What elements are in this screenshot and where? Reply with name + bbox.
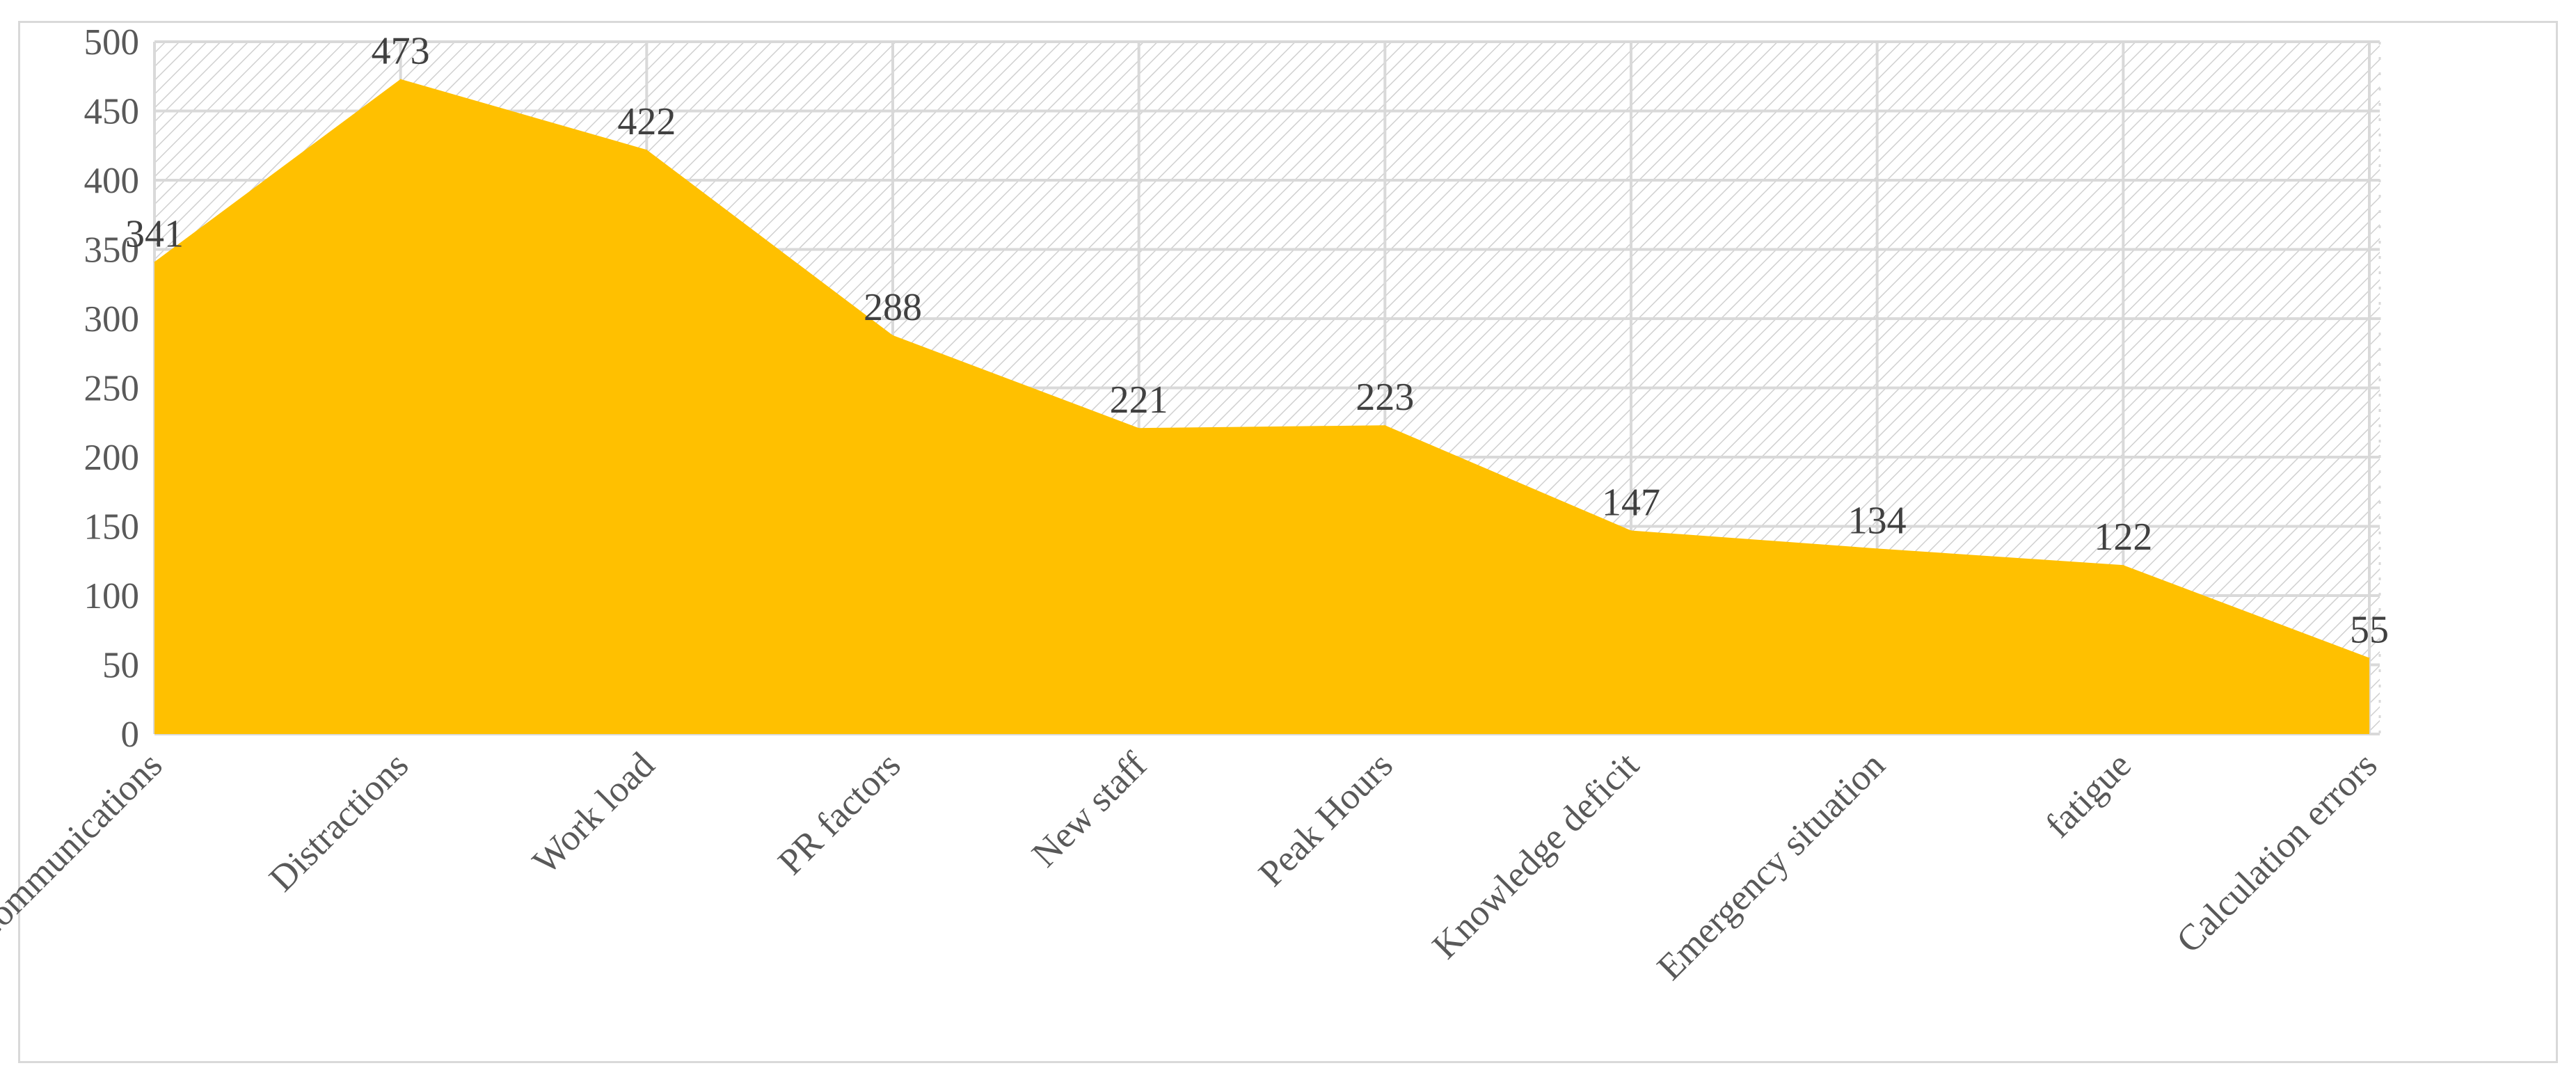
data-label: 122 [2094, 516, 2152, 559]
data-label: 288 [864, 286, 922, 329]
y-tick-label: 500 [84, 22, 140, 63]
data-label: 223 [1355, 376, 1414, 419]
y-axis: 0 50 100 150 200 250 300 350 400 450 500 [84, 22, 140, 755]
y-tick-label: 150 [84, 507, 140, 548]
y-tick-label: 200 [84, 438, 140, 478]
x-tick-label: fatigue [2038, 744, 2139, 845]
data-point [1630, 529, 1632, 531]
data-point [1138, 427, 1140, 429]
y-tick-label: 0 [121, 715, 140, 755]
area-fill [154, 79, 2369, 735]
x-tick-label: Calculation errors [2169, 744, 2385, 961]
area-series [154, 79, 2370, 735]
x-tick-label: New staff [1024, 744, 1154, 875]
data-labels: 341 473 422 288 221 223 147 134 122 55 [125, 30, 2389, 652]
x-tick-label: Distractions [262, 744, 416, 899]
y-tick-label: 100 [84, 576, 140, 616]
data-label: 473 [372, 30, 430, 73]
x-tick-label: Communications [0, 744, 170, 951]
y-tick-label: 350 [84, 230, 140, 271]
data-label: 134 [1848, 499, 1907, 542]
x-tick-label: Work load [525, 744, 662, 882]
x-axis: Communications Distractions Work load PR fa… [0, 744, 2385, 988]
data-label: 221 [1110, 378, 1168, 422]
y-tick-label: 250 [84, 369, 140, 409]
x-tick-label: Knowledge deficit [1425, 744, 1647, 966]
x-tick-label: Peak Hours [1251, 744, 1401, 894]
x-tick-label: Emergency situation [1650, 744, 1893, 987]
data-point [2369, 657, 2370, 659]
y-tick-label: 450 [84, 92, 140, 132]
y-tick-label: 400 [84, 161, 140, 201]
x-tick-label: PR factors [770, 744, 908, 882]
y-tick-label: 300 [84, 299, 140, 340]
data-label: 147 [1602, 481, 1660, 524]
data-label: 422 [617, 100, 676, 143]
data-point [2122, 564, 2124, 566]
y-tick-label: 50 [102, 646, 139, 686]
data-label: 55 [2350, 609, 2389, 652]
data-label: 341 [125, 212, 184, 255]
